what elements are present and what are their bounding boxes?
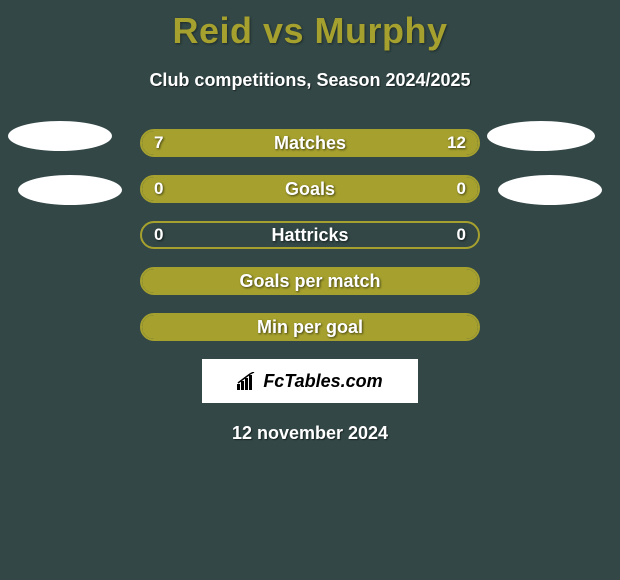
stat-label: Min per goal <box>257 317 363 338</box>
subtitle: Club competitions, Season 2024/2025 <box>0 70 620 91</box>
brand-text: FcTables.com <box>237 371 382 392</box>
stat-label: Goals per match <box>239 271 380 292</box>
brand-badge: FcTables.com <box>202 359 418 403</box>
comparison-rows: 7 12 Matches 0 0 Goals 0 0 Hattricks Goals per ma… <box>0 129 620 341</box>
stat-bar: 0 0 Hattricks <box>140 221 480 249</box>
stat-bar: Goals per match <box>140 267 480 295</box>
stat-bar: Min per goal <box>140 313 480 341</box>
value-left: 7 <box>154 133 163 153</box>
brand-chart-icon <box>237 372 259 390</box>
stat-label: Matches <box>274 133 346 154</box>
avatar-ellipse <box>487 121 595 151</box>
value-right: 0 <box>457 225 466 245</box>
stat-label: Hattricks <box>271 225 348 246</box>
stat-row: 0 0 Hattricks <box>0 221 620 249</box>
stat-bar: 0 0 Goals <box>140 175 480 203</box>
value-right: 12 <box>447 133 466 153</box>
stat-row: Min per goal <box>0 313 620 341</box>
value-right: 0 <box>457 179 466 199</box>
page-title: Reid vs Murphy <box>0 0 620 52</box>
stat-row: Goals per match <box>0 267 620 295</box>
stat-label: Goals <box>285 179 335 200</box>
avatar-ellipse <box>8 121 112 151</box>
value-left: 0 <box>154 225 163 245</box>
avatar-ellipse <box>18 175 122 205</box>
value-left: 0 <box>154 179 163 199</box>
stat-bar: 7 12 Matches <box>140 129 480 157</box>
date-text: 12 november 2024 <box>0 423 620 444</box>
avatar-ellipse <box>498 175 602 205</box>
brand-label: FcTables.com <box>263 371 382 392</box>
fill-right <box>310 177 478 201</box>
